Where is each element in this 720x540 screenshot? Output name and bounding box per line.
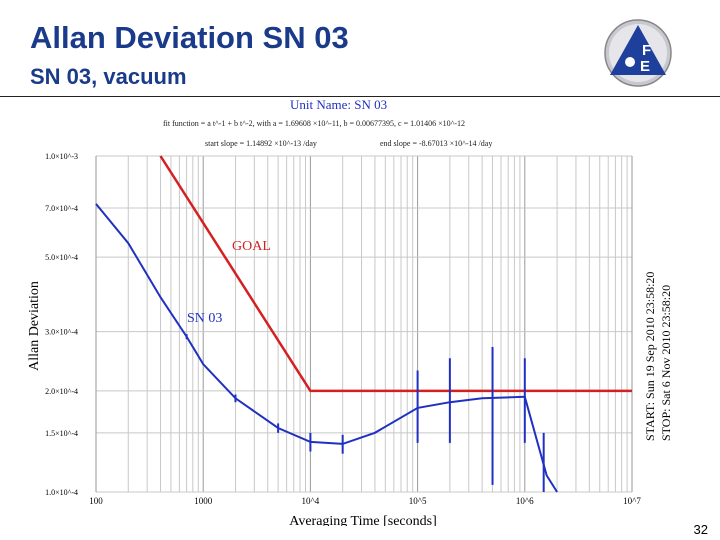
end-slope-label: end slope = -8.67013 ×10^-14 /day xyxy=(380,139,492,148)
sn03-line xyxy=(95,203,558,493)
slide-number: 32 xyxy=(693,522,708,537)
x-tick-label: 10^7 xyxy=(623,496,641,506)
fit-function-label: fit function = a t^-1 + b t^-2, with a =… xyxy=(163,119,465,128)
slide-title: Allan Deviation SN 03 xyxy=(30,20,349,55)
y-tick-label: 1.5×10^-4 xyxy=(45,429,78,438)
x-axis-label: Averaging Time [seconds] xyxy=(289,514,437,526)
fe-logo: F E xyxy=(604,19,672,87)
x-tick-label: 100 xyxy=(89,496,103,506)
x-tick-label: 1000 xyxy=(194,496,213,506)
y-tick-label: 5.0×10^-4 xyxy=(45,253,78,262)
goal-series-label: GOAL xyxy=(232,239,271,254)
logo-letter-f: F xyxy=(642,42,651,59)
y-tick-label: 7.0×10^-4 xyxy=(45,204,78,213)
allan-deviation-chart: 100 1000 10^4 10^5 10^6 10^7 1.0×10^-3 7.0×10^-… xyxy=(27,97,673,526)
y-tick-label: 1.0×10^-4 xyxy=(45,488,78,497)
series xyxy=(95,155,632,493)
start-time-label: START: Sun 19 Sep 2010 23:58:20 xyxy=(643,272,657,441)
y-tick-label: 1.0×10^-3 xyxy=(45,152,78,161)
title-divider xyxy=(0,96,720,97)
stop-time-label: STOP: Sat 6 Nov 2010 23:58:20 xyxy=(659,285,673,441)
x-tick-label: 10^4 xyxy=(302,496,320,506)
goal-line xyxy=(159,155,632,393)
logo-triangle xyxy=(610,25,666,75)
start-slope-label: start slope = 1.14892 ×10^-13 /day xyxy=(205,139,317,148)
error-bars xyxy=(185,334,545,492)
unit-name-label: Unit Name: SN 03 xyxy=(290,97,387,112)
y-tick-label: 2.0×10^-4 xyxy=(45,387,78,396)
grid xyxy=(95,155,632,493)
sn03-series-label: SN 03 xyxy=(187,311,222,326)
logo-globe-icon xyxy=(625,57,635,67)
y-tick-label: 3.0×10^-4 xyxy=(45,328,78,337)
x-tick-label: 10^6 xyxy=(516,496,534,506)
slide-subtitle: SN 03, vacuum xyxy=(30,64,187,89)
x-tick-label: 10^5 xyxy=(409,496,427,506)
y-axis-label: Allan Deviation xyxy=(27,281,42,371)
axes: 100 1000 10^4 10^5 10^6 10^7 1.0×10^-3 7.0×10^-… xyxy=(45,152,641,506)
logo-letter-e: E xyxy=(640,58,650,75)
